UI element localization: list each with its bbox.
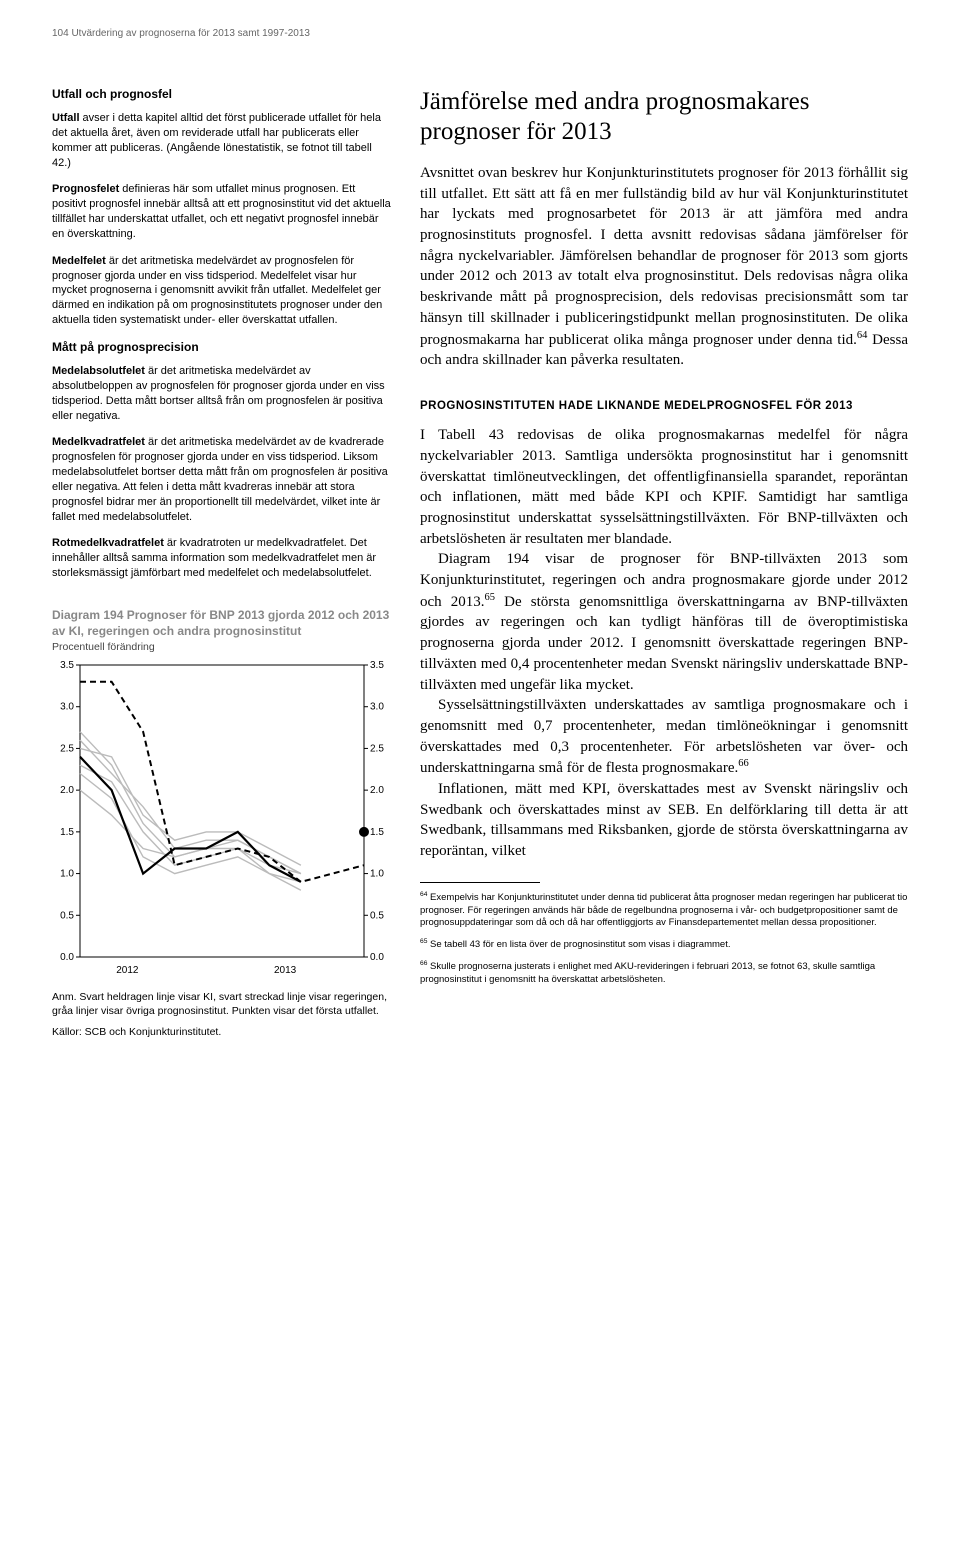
- line-chart: 3.5 3.5 3.0 3.0 2.5 2.5 2.0 2.0 1.5 1.5 1.0 1.0 0.5 0…: [52, 659, 392, 979]
- svg-text:2013: 2013: [274, 965, 297, 976]
- chart-subtitle: Procentuell förändring: [52, 641, 392, 653]
- sidebar-definitions: Utfall och prognosfel Utfall avser i det…: [52, 87, 392, 581]
- sidebar-para: Rotmedelkvadratfelet är kvadratroten ur …: [52, 536, 392, 581]
- svg-text:2.5: 2.5: [60, 744, 74, 755]
- chart-source: Källor: SCB och Konjunkturinstitutet.: [52, 1025, 392, 1039]
- svg-text:0.5: 0.5: [370, 911, 384, 922]
- page-header: 104 Utvärdering av prognoserna för 2013 …: [52, 28, 908, 39]
- chart-block: Diagram 194 Prognoser för BNP 2013 gjord…: [52, 607, 392, 1039]
- right-column: Jämförelse med andra prognosmakares prog…: [420, 87, 908, 1039]
- body-para: I Tabell 43 redovisas de olika prognosma…: [420, 425, 908, 549]
- two-column-layout: Utfall och prognosfel Utfall avser i det…: [52, 87, 908, 1039]
- sidebar-para: Medelabsolutfelet är det aritmetiska med…: [52, 364, 392, 423]
- svg-text:1.0: 1.0: [370, 869, 384, 880]
- svg-text:3.0: 3.0: [370, 702, 384, 713]
- body-para: Sysselsättningstillväxten underskattades…: [420, 695, 908, 779]
- sidebar-para: Prognosfelet definieras här som utfallet…: [52, 182, 392, 241]
- svg-text:0.0: 0.0: [60, 952, 74, 963]
- svg-text:2.5: 2.5: [370, 744, 384, 755]
- body-para: Avsnittet ovan beskrev hur Konjunkturins…: [420, 163, 908, 371]
- footnote-66: 66 Skulle prognoserna justerats i enligh…: [420, 960, 908, 987]
- body-para: Inflationen, mätt med KPI, överskattades…: [420, 779, 908, 862]
- subsection-heading: PROGNOSINSTITUTEN HADE LIKNANDE MEDELPRO…: [420, 397, 908, 415]
- svg-text:3.5: 3.5: [370, 660, 384, 671]
- body-para: Diagram 194 visar de prognoser för BNP-t…: [420, 549, 908, 695]
- sidebar-heading-2: Mått på prognosprecision: [52, 340, 392, 354]
- section-heading: Jämförelse med andra prognosmakares prog…: [420, 87, 908, 147]
- svg-text:1.5: 1.5: [60, 827, 74, 838]
- sidebar-para: Medelkvadratfelet är det aritmetiska med…: [52, 435, 392, 524]
- svg-text:2.0: 2.0: [370, 785, 384, 796]
- chart-caption: Anm. Svart heldragen linje visar KI, sva…: [52, 990, 392, 1018]
- sidebar-heading-1: Utfall och prognosfel: [52, 87, 392, 101]
- sidebar-para: Utfall avser i detta kapitel alltid det …: [52, 111, 392, 170]
- svg-text:0.0: 0.0: [370, 952, 384, 963]
- svg-text:1.5: 1.5: [370, 827, 384, 838]
- footnote-rule: [420, 882, 540, 883]
- svg-text:3.0: 3.0: [60, 702, 74, 713]
- footnote-64: 64 Exempelvis har Konjunkturinstitutet u…: [420, 891, 908, 931]
- svg-text:2012: 2012: [116, 965, 139, 976]
- left-column: Utfall och prognosfel Utfall avser i det…: [52, 87, 392, 1039]
- chart-title: Diagram 194 Prognoser för BNP 2013 gjord…: [52, 607, 392, 639]
- svg-text:3.5: 3.5: [60, 660, 74, 671]
- svg-text:0.5: 0.5: [60, 911, 74, 922]
- sidebar-para: Medelfelet är det aritmetiska medelvärde…: [52, 254, 392, 328]
- footnote-65: 65 Se tabell 43 för en lista över de pro…: [420, 938, 908, 952]
- svg-text:2.0: 2.0: [60, 785, 74, 796]
- svg-text:1.0: 1.0: [60, 869, 74, 880]
